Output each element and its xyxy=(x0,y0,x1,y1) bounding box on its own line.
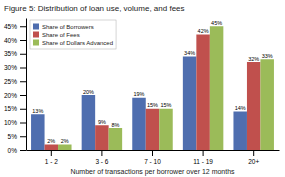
data-label: 19% xyxy=(133,91,144,97)
tick: 11 - 19 xyxy=(193,150,213,165)
bars xyxy=(31,26,274,150)
tick: 0% xyxy=(8,147,26,154)
data-label: 15% xyxy=(160,102,171,108)
tick: 35% xyxy=(4,50,26,57)
data-label: 15% xyxy=(147,102,158,108)
x-axis-label: Number of transactions per borrower over… xyxy=(70,168,235,176)
bar xyxy=(95,125,108,150)
data-label: 20% xyxy=(83,89,94,95)
bar xyxy=(146,109,159,150)
tick-label: 5% xyxy=(8,133,18,140)
tick: 3 - 6 xyxy=(95,150,108,165)
bar xyxy=(82,95,95,150)
bar xyxy=(196,35,209,151)
tick-mark xyxy=(20,150,26,151)
tick-label: 3 - 6 xyxy=(95,158,108,165)
data-label: 13% xyxy=(32,108,43,114)
legend-swatch xyxy=(33,40,39,46)
tick-mark xyxy=(203,150,204,156)
tick-mark xyxy=(20,54,26,55)
legend-item: Share of Borrowers xyxy=(33,24,94,31)
bar xyxy=(247,62,260,150)
bar xyxy=(45,145,58,151)
data-label: 9% xyxy=(98,119,106,125)
tick: 40% xyxy=(4,37,26,44)
tick-mark xyxy=(152,150,153,156)
bar xyxy=(31,114,44,150)
tick-label: 11 - 19 xyxy=(193,158,213,165)
tick: 20% xyxy=(4,92,26,99)
tick-label: 20+ xyxy=(248,158,259,165)
bar xyxy=(159,109,172,150)
bar xyxy=(233,112,246,151)
legend-item: Share of Dollars Advanced xyxy=(33,40,113,47)
data-label: 2% xyxy=(47,138,55,144)
axis-line xyxy=(26,19,27,151)
data-label: 14% xyxy=(235,105,246,111)
tick: 10% xyxy=(4,119,26,126)
tick-mark xyxy=(20,109,26,110)
tick: 20+ xyxy=(248,150,259,165)
data-label: 2% xyxy=(61,138,69,144)
tick-mark xyxy=(20,26,26,27)
legend-box xyxy=(30,20,116,49)
y-axis: 0% 5% 10% 15% 20% 25% 30% 35% 40% 45% xyxy=(4,19,27,154)
data-label: 45% xyxy=(211,20,222,26)
bar xyxy=(132,98,145,150)
data-label: 32% xyxy=(248,56,259,62)
tick-label: 15% xyxy=(4,105,17,112)
bar xyxy=(260,59,273,150)
tick-mark xyxy=(51,150,52,156)
plot: 13% 20% 19% 34% 14% 2% 9% 15% 42% 32% 2% 8% 15% 45% 33… xyxy=(4,19,280,165)
chart: Figure 5: Distribution of loan use, volu… xyxy=(0,0,285,177)
tick-mark xyxy=(101,150,102,156)
tick-mark xyxy=(20,68,26,69)
tick-mark xyxy=(20,81,26,82)
tick: 25% xyxy=(4,78,26,85)
tick: 7 - 10 xyxy=(144,150,161,165)
tick-label: 40% xyxy=(4,37,17,44)
bar-series xyxy=(45,35,261,151)
legend-swatch xyxy=(33,32,39,38)
title: Figure 5: Distribution of loan use, volu… xyxy=(4,4,185,13)
tick-label: 10% xyxy=(4,119,17,126)
tick-label: 1 - 2 xyxy=(45,158,58,165)
tick: 30% xyxy=(4,64,26,71)
data-label: 42% xyxy=(198,28,209,34)
tick-label: 30% xyxy=(4,64,17,71)
data-label: 34% xyxy=(184,50,195,56)
legend: Share of Borrowers Share of Fees Share of … xyxy=(30,20,116,49)
legend-label: Share of Dollars Advanced xyxy=(42,40,113,46)
tick-mark xyxy=(20,40,26,41)
legend-label: Share of Borrowers xyxy=(42,24,94,30)
tick-mark xyxy=(20,136,26,137)
tick-label: 7 - 10 xyxy=(144,158,161,165)
tick-label: 20% xyxy=(4,92,17,99)
bar xyxy=(183,57,196,151)
tick: 5% xyxy=(8,133,26,140)
bar xyxy=(210,26,223,150)
tick-mark xyxy=(20,95,26,96)
tick-label: 0% xyxy=(8,147,18,154)
tick-label: 45% xyxy=(4,23,17,30)
data-label: 8% xyxy=(111,122,119,128)
x-axis: 1 - 2 3 - 6 7 - 10 11 - 19 20+ xyxy=(27,150,280,165)
tick: 1 - 2 xyxy=(45,150,58,165)
tick-mark xyxy=(253,150,254,156)
tick: 15% xyxy=(4,105,26,112)
bar xyxy=(58,145,71,151)
legend-label: Share of Fees xyxy=(42,32,80,38)
tick-label: 25% xyxy=(4,78,17,85)
tick-mark xyxy=(20,123,26,124)
legend-item: Share of Fees xyxy=(33,32,80,39)
tick: 45% xyxy=(4,23,26,30)
tick-label: 35% xyxy=(4,50,17,57)
data-label: 33% xyxy=(262,53,273,59)
bar xyxy=(109,128,122,150)
legend-swatch xyxy=(33,24,39,30)
